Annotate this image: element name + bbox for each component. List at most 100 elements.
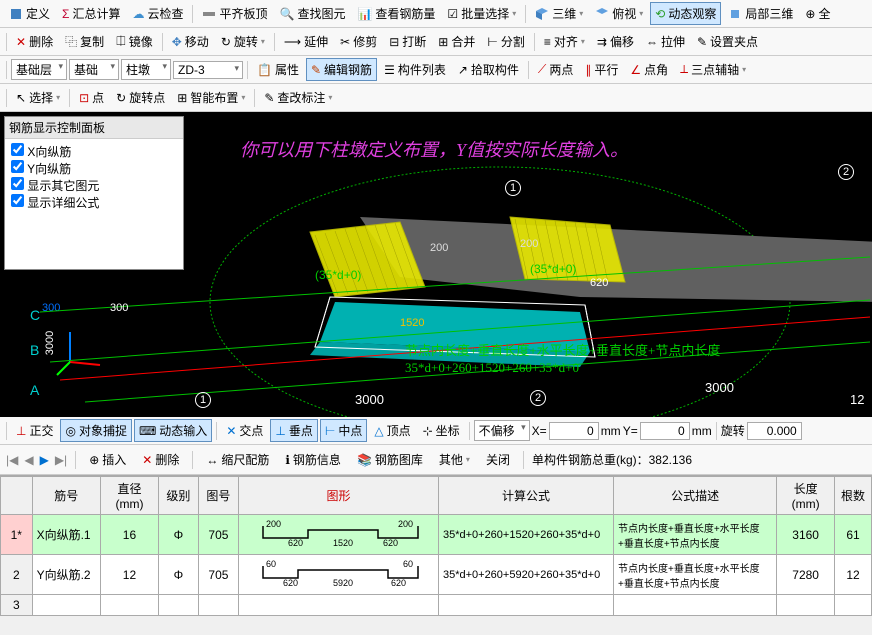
main-toolbar-1: 定义 Σ汇总计算 ☁云检查 平齐板顶 🔍查找图元 📊查看钢筋量 ☑批量选择▾ 三… bbox=[0, 0, 872, 28]
floor-dropdown[interactable]: 基础层 bbox=[11, 59, 67, 80]
topview-icon bbox=[595, 7, 609, 21]
axis-marker-1-top: 1 bbox=[505, 180, 521, 196]
parallel-button[interactable]: ∥平行 bbox=[580, 58, 623, 81]
two-point-button[interactable]: ⟋两点 bbox=[533, 58, 578, 81]
find-element-button[interactable]: 🔍查找图元 bbox=[274, 2, 350, 25]
table-row[interactable]: 3 bbox=[1, 595, 872, 616]
perp-button[interactable]: ⊥垂点 bbox=[270, 419, 317, 442]
y-rebar-checkbox[interactable]: Y向纵筋 bbox=[11, 160, 177, 177]
dim-3000-2: 3000 bbox=[705, 380, 734, 395]
stretch-button[interactable]: ⇔拉伸 bbox=[641, 30, 690, 53]
x-label: X= bbox=[532, 424, 547, 438]
3d-viewport[interactable]: 钢筋显示控制面板 X向纵筋 Y向纵筋 显示其它图元 显示详细公式 你可以用下柱墩… bbox=[0, 112, 872, 417]
move-button[interactable]: ✥移动 bbox=[167, 30, 214, 53]
define-button[interactable]: 定义 bbox=[4, 2, 55, 25]
local3d-icon bbox=[728, 7, 742, 21]
copy-button[interactable]: ⿻复制 bbox=[60, 30, 109, 53]
axis-marker-2-top: 2 bbox=[838, 164, 854, 180]
intersection-button[interactable]: ✕交点 bbox=[221, 419, 268, 442]
scale-rebar-button[interactable]: ↔缩尺配筋 bbox=[201, 448, 274, 471]
edit-annotation-button[interactable]: ✎查改标注▾ bbox=[259, 86, 337, 109]
dim-v-300: 300 bbox=[42, 302, 60, 314]
point-button[interactable]: ⊡点 bbox=[74, 86, 109, 109]
axis-b-label: B bbox=[30, 342, 39, 358]
cloud-check-button[interactable]: ☁云检查 bbox=[127, 2, 188, 25]
component-list-button[interactable]: ☰构件列表 bbox=[379, 58, 451, 81]
rotate-button[interactable]: ↻旋转▾ bbox=[216, 30, 270, 53]
batch-select-button[interactable]: ☑批量选择▾ bbox=[442, 2, 521, 25]
dim-620: 620 bbox=[590, 277, 608, 289]
grip-button[interactable]: ✎设置夹点 bbox=[692, 30, 763, 53]
show-others-checkbox[interactable]: 显示其它图元 bbox=[11, 177, 177, 194]
delete-row-button[interactable]: ✕删除 bbox=[137, 448, 184, 471]
x-unit: mm bbox=[601, 424, 621, 438]
properties-button[interactable]: 📋属性 bbox=[252, 58, 304, 81]
top-view-button[interactable]: 俯视▾ bbox=[590, 2, 648, 25]
dim-3000-1: 3000 bbox=[355, 392, 384, 407]
axis-gizmo bbox=[55, 327, 105, 377]
type-dropdown[interactable]: 柱墩 bbox=[121, 59, 171, 80]
rebar-shape-icon: 60 620 5920 620 60 bbox=[248, 558, 428, 588]
svg-text:620: 620 bbox=[391, 578, 406, 588]
angle-input[interactable] bbox=[747, 422, 802, 440]
insert-button[interactable]: ⊕插入 bbox=[84, 448, 131, 471]
snap-toolbar: ⊥正交 ◎对象捕捉 ⌨动态输入 ✕交点 ⊥垂点 ⊢中点 △顶点 ⊹坐标 不偏移 … bbox=[0, 417, 872, 445]
show-formula-checkbox[interactable]: 显示详细公式 bbox=[11, 194, 177, 211]
point-angle-button[interactable]: ∠点角 bbox=[625, 58, 673, 81]
svg-text:200: 200 bbox=[398, 519, 413, 529]
category-dropdown[interactable]: 基础 bbox=[69, 59, 119, 80]
svg-text:5920: 5920 bbox=[333, 578, 353, 588]
merge-button[interactable]: ⊞合并 bbox=[433, 30, 480, 53]
ortho-button[interactable]: ⊥正交 bbox=[11, 419, 58, 442]
midpoint-button[interactable]: ⊢中点 bbox=[320, 419, 367, 442]
align-button[interactable]: ≡对齐▾ bbox=[539, 30, 590, 53]
dim-12: 12 bbox=[850, 392, 864, 407]
three-point-button[interactable]: ⟂三点辅轴▾ bbox=[675, 58, 751, 81]
local-3d-button[interactable]: 局部三维 bbox=[723, 2, 798, 25]
rebar-info-button[interactable]: ℹ钢筋信息 bbox=[280, 448, 346, 471]
dyn-input-button[interactable]: ⌨动态输入 bbox=[134, 419, 212, 442]
edit-rebar-button[interactable]: ✎编辑钢筋 bbox=[306, 58, 377, 81]
trim-button[interactable]: ✂修剪 bbox=[335, 30, 382, 53]
vertex-button[interactable]: △顶点 bbox=[369, 419, 415, 442]
rotate-point-button[interactable]: ↻旋转点 bbox=[111, 86, 170, 109]
rebar-display-panel: 钢筋显示控制面板 X向纵筋 Y向纵筋 显示其它图元 显示详细公式 bbox=[4, 116, 184, 270]
other-button[interactable]: 其他▾ bbox=[434, 448, 475, 471]
table-row[interactable]: 2 Y向纵筋.2 12 Φ 705 60 620 5920 620 60 35*… bbox=[1, 555, 872, 595]
offset-mode-dropdown[interactable]: 不偏移 bbox=[474, 420, 530, 441]
select-button[interactable]: ↖选择▾ bbox=[11, 86, 65, 109]
rebar-lib-button[interactable]: 📚钢筋图库 bbox=[352, 448, 428, 471]
axis-a-label: A bbox=[30, 382, 39, 398]
formula-value: 35*d+0+260+1520+260+35*d+0 bbox=[405, 360, 579, 376]
break-button[interactable]: ⊟打断 bbox=[384, 30, 431, 53]
shape-cell: 60 620 5920 620 60 bbox=[238, 555, 438, 595]
full-button[interactable]: ⊕全 bbox=[800, 2, 835, 25]
orbit-button[interactable]: ⟲动态观察 bbox=[650, 2, 721, 25]
pick-button[interactable]: ↗拾取构件 bbox=[453, 58, 524, 81]
sum-button[interactable]: Σ汇总计算 bbox=[57, 2, 125, 25]
x-rebar-checkbox[interactable]: X向纵筋 bbox=[11, 143, 177, 160]
flush-icon bbox=[202, 7, 216, 21]
element-dropdown[interactable]: ZD-3 bbox=[173, 61, 243, 79]
dim-200b: 200 bbox=[520, 238, 538, 250]
offset-button[interactable]: ⇉偏移 bbox=[592, 30, 639, 53]
label-35d-right: (35*d+0) bbox=[530, 262, 576, 276]
close-button[interactable]: 关闭 bbox=[481, 448, 515, 471]
smart-layout-button[interactable]: ⊞智能布置▾ bbox=[172, 86, 250, 109]
svg-text:1520: 1520 bbox=[333, 538, 353, 548]
split-button[interactable]: ⊢分割 bbox=[482, 30, 529, 53]
delete-button[interactable]: ✕删除 bbox=[11, 30, 58, 53]
table-row[interactable]: 1* X向纵筋.1 16 Φ 705 200 620 1520 620 200 … bbox=[1, 515, 872, 555]
axis-marker-1-btm: 1 bbox=[195, 392, 211, 408]
table-header-row: 筋号 直径(mm) 级别 图号 图形 计算公式 公式描述 长度(mm) 根数 bbox=[1, 477, 872, 515]
flush-top-button[interactable]: 平齐板顶 bbox=[197, 2, 272, 25]
mirror-button[interactable]: ⎅镜像 bbox=[111, 30, 158, 53]
3d-button[interactable]: 三维▾ bbox=[530, 2, 588, 25]
coord-button[interactable]: ⊹坐标 bbox=[418, 419, 465, 442]
osnap-button[interactable]: ◎对象捕捉 bbox=[60, 419, 132, 442]
svg-text:620: 620 bbox=[283, 578, 298, 588]
extend-button[interactable]: ⟶延伸 bbox=[279, 30, 333, 53]
x-input[interactable] bbox=[549, 422, 599, 440]
view-rebar-button[interactable]: 📊查看钢筋量 bbox=[352, 2, 440, 25]
y-input[interactable] bbox=[640, 422, 690, 440]
